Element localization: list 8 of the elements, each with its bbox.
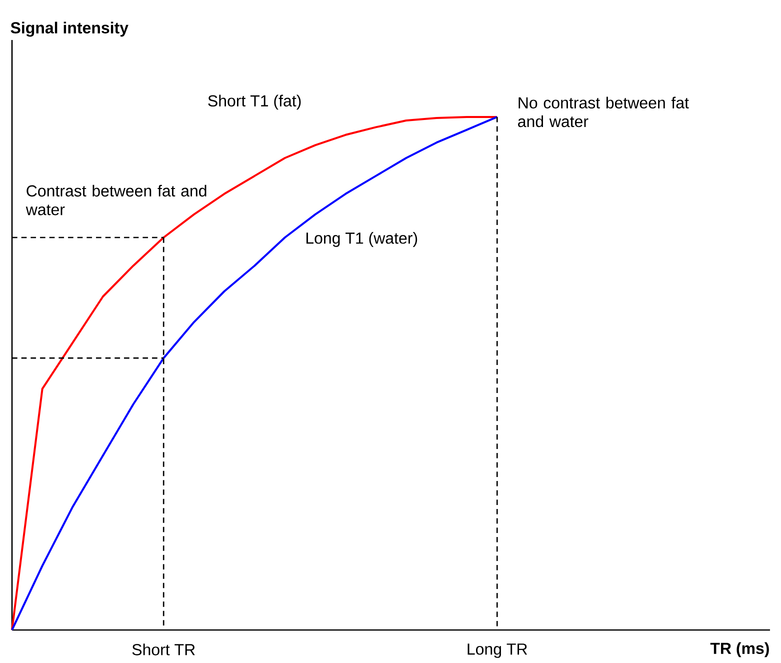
text: Signal intensity — [10, 22, 128, 37]
x-tick-label: Short TR — [132, 644, 195, 656]
x-axis-title: TR (ms) — [710, 642, 769, 658]
series-label: Long T1 (water) — [306, 232, 418, 247]
text: Short T1 (fat) — [208, 94, 301, 110]
annotation: Contrast between fat and water — [26, 184, 206, 216]
x-tick-label: Long TR — [468, 644, 528, 658]
annotation: No contrast between fat and water — [518, 96, 689, 128]
